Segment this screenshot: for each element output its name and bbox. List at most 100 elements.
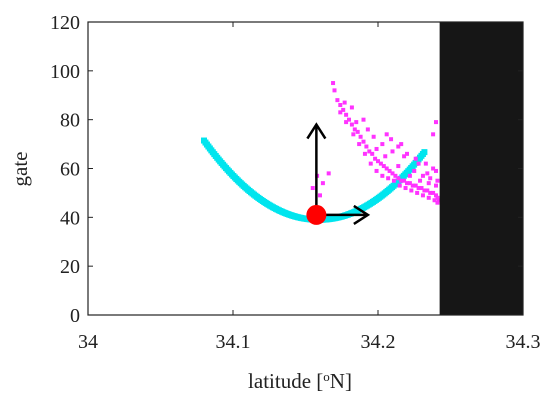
scatter-point [413,156,418,161]
scatter-point [425,171,430,176]
scatter-point [371,134,376,139]
scatter-point [318,193,322,198]
y-tick-label: 80 [60,110,80,132]
scatter-point [397,183,402,188]
scatter-point [418,178,423,183]
scatter-point [386,176,391,181]
scatter-point [373,156,378,161]
scatter-point [352,127,357,132]
scatter-point [326,171,331,176]
scatter-point [396,176,401,181]
scatter-point [376,159,380,164]
scatter-point [384,166,389,171]
scatter-point [428,190,433,195]
scatter-point [380,142,385,147]
scatter-point [349,122,354,127]
scatter-point [320,181,325,186]
x-ticks: 34 34.1 34.2 34.3 [78,22,541,353]
scatter-point [431,166,436,171]
scatter-point [402,178,407,183]
scatter-point [420,173,425,178]
red-dot-marker [306,204,327,225]
scatter-point [431,190,436,195]
scatter-point [374,168,379,173]
y-ticks: 0 20 40 60 80 100 120 [50,12,523,327]
scatter-point [347,117,351,122]
scatter-point [389,137,394,142]
scatter-point [434,183,438,188]
scatter-point [435,178,440,183]
y-tick-label: 20 [60,256,80,278]
scatter-point [431,132,436,137]
scatter-point [341,107,346,112]
scatter-point [374,146,379,151]
x-axis-label: latitude [oN] [248,369,352,394]
parabola-series [201,137,428,223]
scatter-point [364,144,369,149]
scatter-point [402,154,407,159]
scatter-point [338,103,343,108]
scatter-point [399,142,404,147]
scatter-point [393,173,398,178]
x-axis-label-main: latitude [ [248,369,323,393]
scatter-point [349,105,354,110]
scatter-point [435,195,440,200]
scatter-point [426,181,431,186]
right-arrow-head [353,204,371,225]
y-tick-label: 120 [50,12,80,34]
scatter-point [415,190,420,195]
scatter-point [342,100,347,105]
blocked-region [439,22,523,315]
scatter-point [338,110,343,115]
scatter-point [378,161,383,166]
scatter-point [335,98,340,103]
scatter-point [407,173,412,178]
scatter-point [405,151,409,156]
x-tick-label: 34.1 [216,331,251,353]
scatter-point [332,88,337,93]
y-axis-label: gate [8,152,32,187]
scatter-point [344,112,349,117]
scatter-point [390,171,395,176]
y-tick-label: 60 [60,159,80,181]
scatter-point [435,200,440,205]
scatter-point [367,149,372,154]
scatter-point [383,154,388,159]
scatter-point [365,127,370,132]
scatter-point [399,178,404,183]
scatter-point [391,178,396,183]
scatter-point [368,161,373,166]
x-tick-label: 34.2 [361,331,396,353]
scatter-point [331,81,336,86]
scatter-point [420,193,425,198]
scatter-point [355,129,360,134]
scatter-point [405,181,409,186]
scatter-point [381,164,386,169]
scatter-point [423,161,428,166]
scatter-point [351,132,356,137]
scatter-point [403,186,408,191]
scatter-point [434,168,438,173]
scatter-point [354,120,359,125]
x-tick-label: 34.3 [506,331,541,353]
scatter-point [396,144,401,149]
scatter-point [361,117,366,122]
scatter-point [416,186,421,191]
scatter-point [361,139,366,144]
scatter-point [344,120,349,125]
scatter-point [412,168,417,173]
series-layer [201,81,441,223]
scatter-point [409,188,414,193]
scatter-point [434,193,438,198]
x-axis-label-superscript: o [323,369,330,384]
x-tick-label: 34 [78,331,98,353]
scatter-point [425,188,430,193]
scatter-point [357,142,362,147]
scatter-point [380,173,385,178]
scatter-point [428,176,433,181]
scatter-point [436,198,441,203]
scatter-point [362,151,367,156]
y-tick-label: 0 [70,305,80,327]
scatter-point [387,168,392,173]
